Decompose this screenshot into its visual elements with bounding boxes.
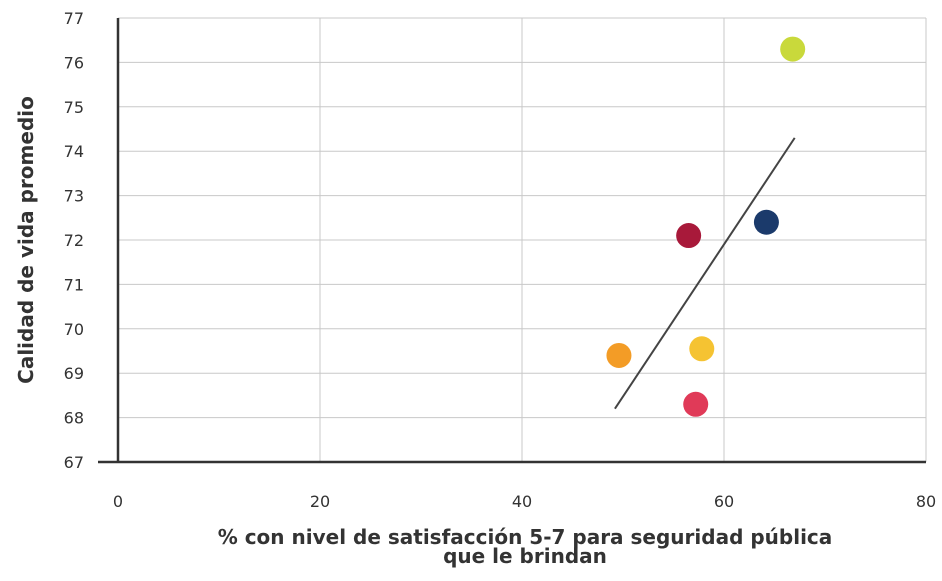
x-tick-label: 20 (310, 492, 330, 511)
trendline-group (614, 137, 796, 410)
x-tick-label: 0 (113, 492, 123, 511)
x-axis-label-line-2: que le brindan (443, 544, 607, 568)
trendline (614, 137, 796, 410)
x-tick-label: 60 (714, 492, 734, 511)
y-tick-labels: 67 68 69 70 71 72 73 74 75 76 77 (64, 9, 84, 472)
y-axis-label: Calidad de vida promedio (14, 96, 38, 384)
y-tick-label: 67 (64, 453, 84, 472)
y-tick-label: 69 (64, 364, 84, 383)
y-tick-label: 70 (64, 320, 84, 339)
x-tick-label: 40 (512, 492, 532, 511)
y-tick-label: 72 (64, 231, 84, 250)
data-points (606, 36, 806, 417)
x-tick-label: 80 (916, 492, 936, 511)
y-tick-label: 74 (64, 142, 84, 161)
x-axis-label-line-1: % con nivel de satisfacción 5-7 para seg… (217, 525, 833, 549)
y-tick-label: 76 (64, 53, 84, 72)
data-point (676, 223, 702, 249)
y-tick-label: 71 (64, 275, 84, 294)
data-point (689, 336, 715, 362)
data-point (606, 342, 632, 368)
data-point (753, 209, 779, 235)
data-point (683, 391, 709, 417)
y-tick-label: 77 (64, 9, 84, 28)
y-tick-label: 73 (64, 187, 84, 206)
y-tick-label: 75 (64, 98, 84, 117)
y-tick-label: 68 (64, 409, 84, 428)
x-axis-label: % con nivel de satisfacción 5-7 para seg… (120, 525, 930, 568)
data-point (780, 36, 806, 62)
axes (98, 18, 926, 464)
x-tick-labels: 0 20 40 60 80 (113, 492, 936, 511)
grid-lines (118, 17, 927, 462)
